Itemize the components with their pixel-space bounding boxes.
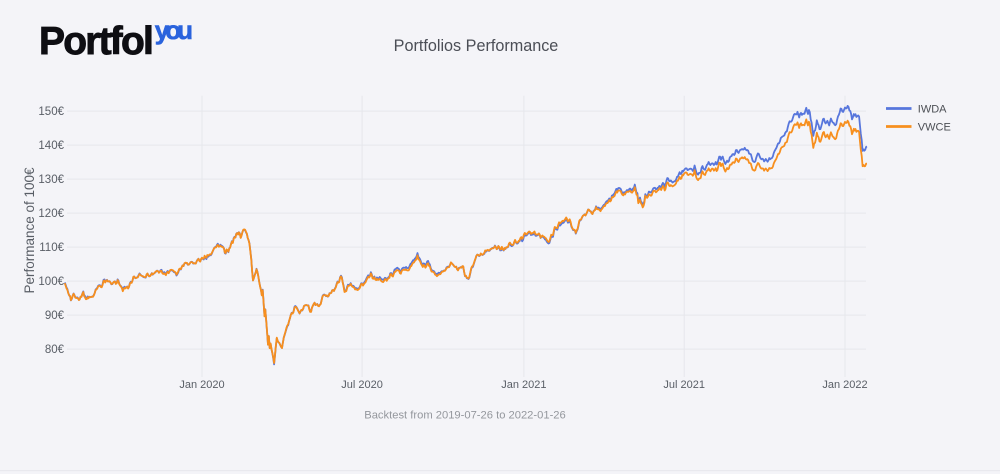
svg-text:80€: 80€ <box>45 344 65 356</box>
svg-text:Jan 2022: Jan 2022 <box>822 379 867 391</box>
svg-text:IWDA: IWDA <box>918 104 947 116</box>
svg-text:Portfol: Portfol <box>39 20 152 63</box>
svg-text:Jul 2021: Jul 2021 <box>663 379 705 391</box>
svg-text:150€: 150€ <box>38 106 64 118</box>
svg-text:140€: 140€ <box>38 140 64 152</box>
svg-text:you: you <box>155 15 192 45</box>
svg-text:110€: 110€ <box>39 242 64 254</box>
svg-text:Jan 2021: Jan 2021 <box>501 379 546 391</box>
svg-text:VWCE: VWCE <box>918 121 951 133</box>
svg-text:130€: 130€ <box>38 174 64 186</box>
svg-text:Jan 2020: Jan 2020 <box>179 379 224 391</box>
svg-text:100€: 100€ <box>38 276 64 288</box>
svg-text:Jul 2020: Jul 2020 <box>341 379 383 391</box>
svg-text:90€: 90€ <box>45 310 65 322</box>
svg-text:Performance of 100€: Performance of 100€ <box>22 167 37 294</box>
svg-text:Backtest from 2019-07-26 to 20: Backtest from 2019-07-26 to 2022-01-26 <box>364 410 566 422</box>
svg-text:Portfolios Performance: Portfolios Performance <box>394 37 559 55</box>
svg-text:120€: 120€ <box>38 208 64 220</box>
